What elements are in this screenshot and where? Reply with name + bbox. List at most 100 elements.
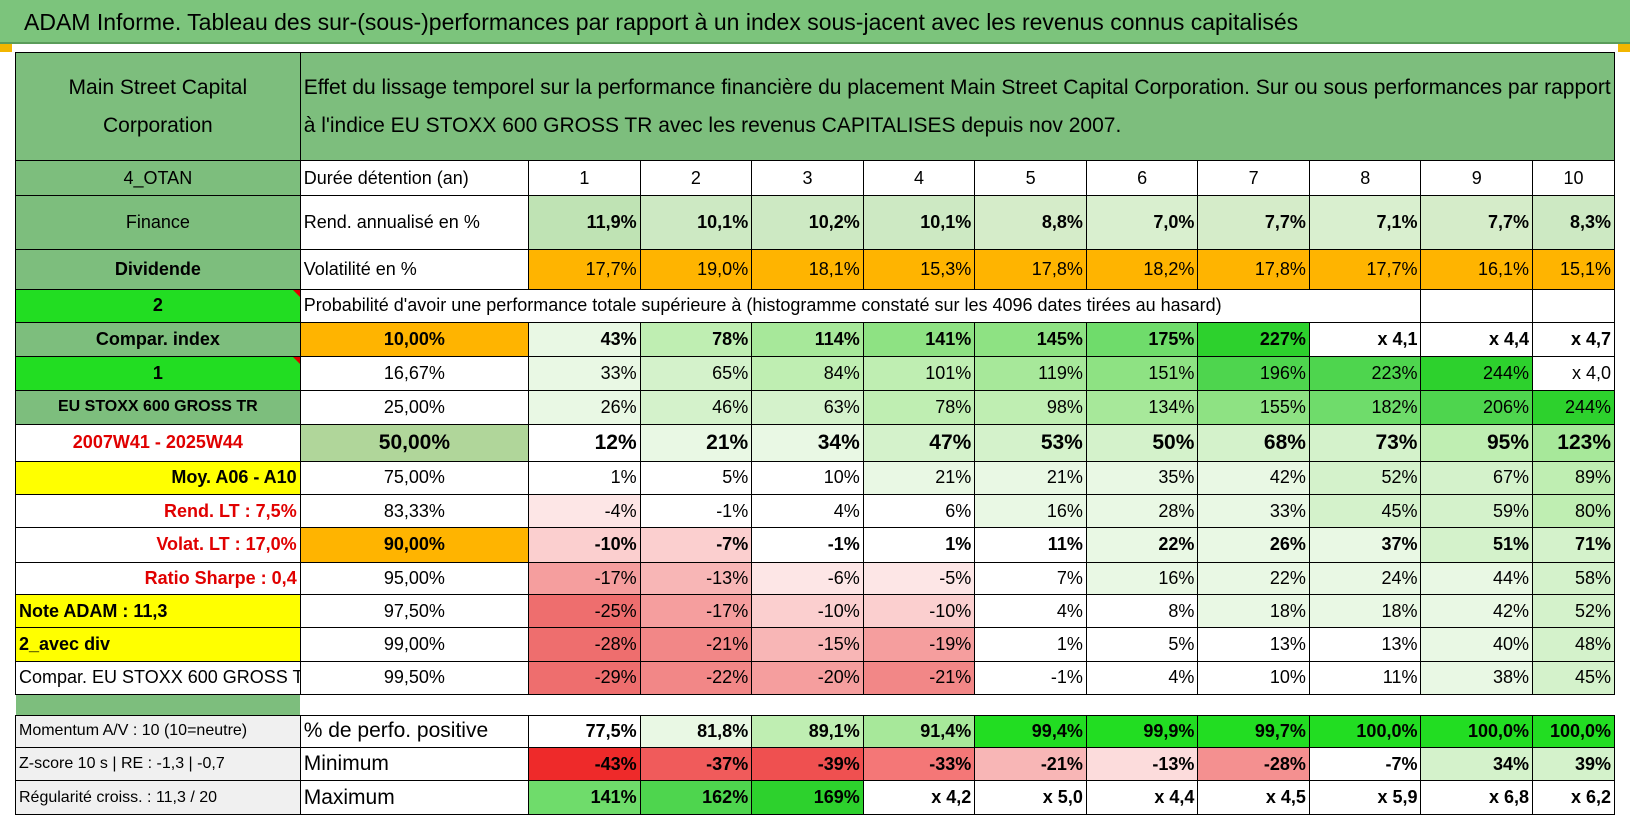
holding-duration-row: 4_OTAN Durée détention (an) 1 2 3 4 5 6 7 8 9 10 bbox=[15, 160, 1615, 196]
spacer-row bbox=[15, 694, 1615, 716]
quantile-value: -10% bbox=[751, 593, 864, 629]
quantile-value: -15% bbox=[751, 627, 864, 662]
probability-row: 2 Probabilité d'avoir une performance tot… bbox=[15, 288, 1615, 323]
quantile-value: 78% bbox=[862, 389, 976, 426]
label-cell: Finance bbox=[15, 194, 301, 251]
quantile-value: 8% bbox=[1085, 593, 1199, 629]
return-value: 10,1% bbox=[639, 194, 753, 251]
quantile-value: 42% bbox=[1197, 460, 1310, 495]
row-name: Durée détention (an) bbox=[299, 160, 530, 196]
footer-value: 89,1% bbox=[751, 714, 864, 749]
quantile-value: 63% bbox=[751, 389, 864, 426]
quantile-value: 47% bbox=[862, 424, 976, 462]
return-value: 10,1% bbox=[862, 194, 976, 251]
quantile-value: 67% bbox=[1420, 460, 1534, 495]
quantile-value: 24% bbox=[1308, 561, 1422, 595]
quantile-value: 206% bbox=[1420, 389, 1534, 426]
footer-value: x 4,4 bbox=[1085, 780, 1199, 815]
volatility-value: 18,1% bbox=[751, 249, 864, 290]
spacer-cell bbox=[974, 694, 1087, 716]
quantile-value: -29% bbox=[528, 660, 641, 695]
footer-label: Z-score 10 s | RE : -1,3 | -0,7 bbox=[15, 747, 301, 782]
spacer-cell bbox=[1532, 694, 1615, 716]
spacer-cell bbox=[1420, 694, 1533, 716]
quantile-label: EU STOXX 600 GROSS TR bbox=[15, 389, 301, 426]
holding-year: 1 bbox=[528, 160, 641, 196]
return-value: 10,2% bbox=[751, 194, 864, 251]
quantile-label: Volat. LT : 17,0% bbox=[15, 527, 301, 563]
quantile-value: 18% bbox=[1197, 593, 1310, 629]
quantile-label: Moy. A06 - A10 bbox=[15, 460, 301, 495]
performance-table: Main Street Capital Corporation Effet du … bbox=[15, 51, 1616, 815]
quantile-value: 227% bbox=[1197, 321, 1310, 358]
volatility-value: 16,1% bbox=[1420, 249, 1534, 290]
row-name: Maximum bbox=[299, 780, 530, 815]
quantile-value: -21% bbox=[862, 660, 976, 695]
quantile-value: 89% bbox=[1532, 460, 1615, 495]
volatility-row: Dividende Volatilité en % 17,7% 19,0% 18,1% 1… bbox=[15, 249, 1615, 290]
quantile-value: 244% bbox=[1532, 389, 1615, 426]
quantile-value: 151% bbox=[1085, 356, 1199, 391]
quantile-value: 48% bbox=[1532, 627, 1615, 662]
quantile-value: x 4,0 bbox=[1532, 356, 1615, 391]
quantile-value: -17% bbox=[528, 561, 641, 595]
footer-value: 169% bbox=[751, 780, 864, 815]
quantile-value: 21% bbox=[639, 424, 753, 462]
corner-marker-right bbox=[1618, 44, 1630, 52]
quantile-value: -28% bbox=[528, 627, 641, 662]
quantile-value: 155% bbox=[1197, 389, 1310, 426]
quantile-value: 16% bbox=[1085, 561, 1199, 595]
holding-year: 5 bbox=[974, 160, 1087, 196]
quantile-level: 95,00% bbox=[299, 561, 530, 595]
row-name: Volatilité en % bbox=[299, 249, 530, 290]
quantile-value: 53% bbox=[974, 424, 1087, 462]
quantile-level: 16,67% bbox=[299, 356, 530, 391]
quantile-level: 99,50% bbox=[299, 660, 530, 695]
quantile-value: -1% bbox=[751, 527, 864, 563]
label-cell: 4_OTAN bbox=[15, 160, 301, 196]
quantile-value: 58% bbox=[1532, 561, 1615, 595]
holding-year: 7 bbox=[1197, 160, 1310, 196]
corner-marker-left bbox=[0, 44, 12, 52]
quantile-value: 46% bbox=[639, 389, 753, 426]
quantile-value: 10% bbox=[1197, 660, 1310, 695]
quantile-value: 33% bbox=[1197, 493, 1310, 529]
footer-value: x 5,9 bbox=[1308, 780, 1422, 815]
quantile-label: 1 bbox=[15, 356, 301, 391]
quantile-value: 21% bbox=[862, 460, 976, 495]
return-value: 7,7% bbox=[1420, 194, 1534, 251]
quantile-value: 52% bbox=[1308, 460, 1422, 495]
quantile-row: 2007W41 - 2025W44 50,00% 12% 21% 34% 47% 53% 50… bbox=[15, 424, 1615, 462]
holding-year: 3 bbox=[751, 160, 864, 196]
quantile-value: -1% bbox=[974, 660, 1087, 695]
footer-value: x 5,0 bbox=[974, 780, 1087, 815]
quantile-value: 114% bbox=[751, 321, 864, 358]
quantile-value: -22% bbox=[639, 660, 753, 695]
quantile-value: 71% bbox=[1532, 527, 1615, 563]
row-name: Rend. annualisé en % bbox=[299, 194, 530, 251]
label-cell: Dividende bbox=[15, 249, 301, 290]
holding-year: 2 bbox=[639, 160, 753, 196]
quantile-value: 45% bbox=[1308, 493, 1422, 529]
quantile-value: 196% bbox=[1197, 356, 1310, 391]
quantile-row: Compar. EU STOXX 600 GROSS TR 99,50% -29% -… bbox=[15, 660, 1615, 695]
quantile-row: Rend. LT : 7,5% 83,33% -4% -1% 4% 6% 16% 28% 33%… bbox=[15, 493, 1615, 529]
quantile-label: Note ADAM : 11,3 bbox=[15, 593, 301, 629]
quantile-value: 35% bbox=[1085, 460, 1199, 495]
quantile-value: 52% bbox=[1532, 593, 1615, 629]
quantile-value: 244% bbox=[1420, 356, 1534, 391]
quantile-value: 18% bbox=[1308, 593, 1422, 629]
empty-cell bbox=[1532, 288, 1615, 323]
spacer-cell bbox=[1309, 694, 1421, 716]
quantile-value: -1% bbox=[639, 493, 753, 529]
quantile-value: 5% bbox=[1085, 627, 1199, 662]
quantile-label: Compar. EU STOXX 600 GROSS TR bbox=[15, 660, 301, 695]
company-name: Main Street Capital Corporation bbox=[15, 51, 301, 162]
quantile-label: Rend. LT : 7,5% bbox=[15, 493, 301, 529]
spacer-cell bbox=[640, 694, 752, 716]
quantile-value: -5% bbox=[862, 561, 976, 595]
footer-value: -7% bbox=[1308, 747, 1422, 782]
footer-value: 100,0% bbox=[1308, 714, 1422, 749]
quantile-value: 11% bbox=[1308, 660, 1422, 695]
report-title: ADAM Informe. Tableau des sur-(sous-)per… bbox=[24, 9, 1299, 35]
